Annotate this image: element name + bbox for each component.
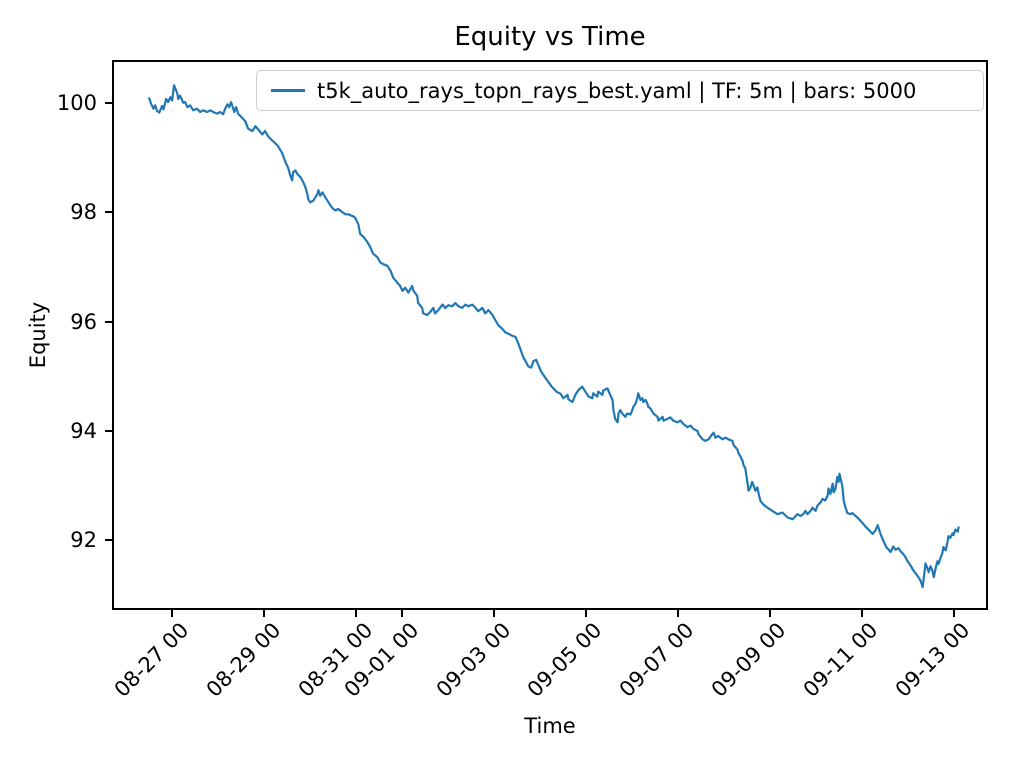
chart-title: Equity vs Time xyxy=(454,22,646,52)
y-tick-mark xyxy=(105,430,112,433)
x-tick-mark xyxy=(263,610,266,617)
x-tick-mark xyxy=(584,610,587,617)
legend-line-sample xyxy=(271,89,305,92)
y-tick-mark xyxy=(105,101,112,104)
legend: t5k_auto_rays_topn_rays_best.yaml | TF: … xyxy=(256,70,984,111)
x-axis-title: Time xyxy=(524,714,576,738)
y-tick-label: 94 xyxy=(70,419,97,444)
y-tick-mark xyxy=(105,320,112,323)
y-tick-label: 98 xyxy=(70,200,97,225)
x-tick-mark xyxy=(492,610,495,617)
equity-line-canvas xyxy=(148,84,960,589)
y-tick-label: 100 xyxy=(56,90,97,115)
y-tick-mark xyxy=(105,539,112,542)
x-tick-label: 09-11 00 xyxy=(798,618,883,702)
x-tick-label: 08-27 00 xyxy=(109,618,194,702)
x-tick-label: 09-05 00 xyxy=(523,618,607,702)
legend-label: t5k_auto_rays_topn_rays_best.yaml | TF: … xyxy=(317,78,917,103)
x-tick-mark xyxy=(355,610,358,617)
x-tick-mark xyxy=(171,610,174,617)
x-tick-label: 09-07 00 xyxy=(615,618,699,702)
x-tick-mark xyxy=(768,610,771,617)
y-axis-title: Equity xyxy=(26,301,50,369)
x-tick-label: 09-09 00 xyxy=(706,618,791,702)
plot-area xyxy=(112,60,988,610)
y-tick-mark xyxy=(105,211,112,214)
x-tick-label: 08-29 00 xyxy=(201,618,286,702)
x-tick-mark xyxy=(401,610,403,617)
equity-line xyxy=(148,84,960,589)
x-tick-mark xyxy=(860,610,863,617)
x-tick-mark xyxy=(952,610,955,617)
y-tick-label: 92 xyxy=(70,528,97,553)
x-tick-label: 09-13 00 xyxy=(890,618,975,702)
x-tick-label: 09-03 00 xyxy=(431,618,515,702)
y-tick-label: 96 xyxy=(70,309,97,334)
x-tick-mark xyxy=(676,610,679,617)
